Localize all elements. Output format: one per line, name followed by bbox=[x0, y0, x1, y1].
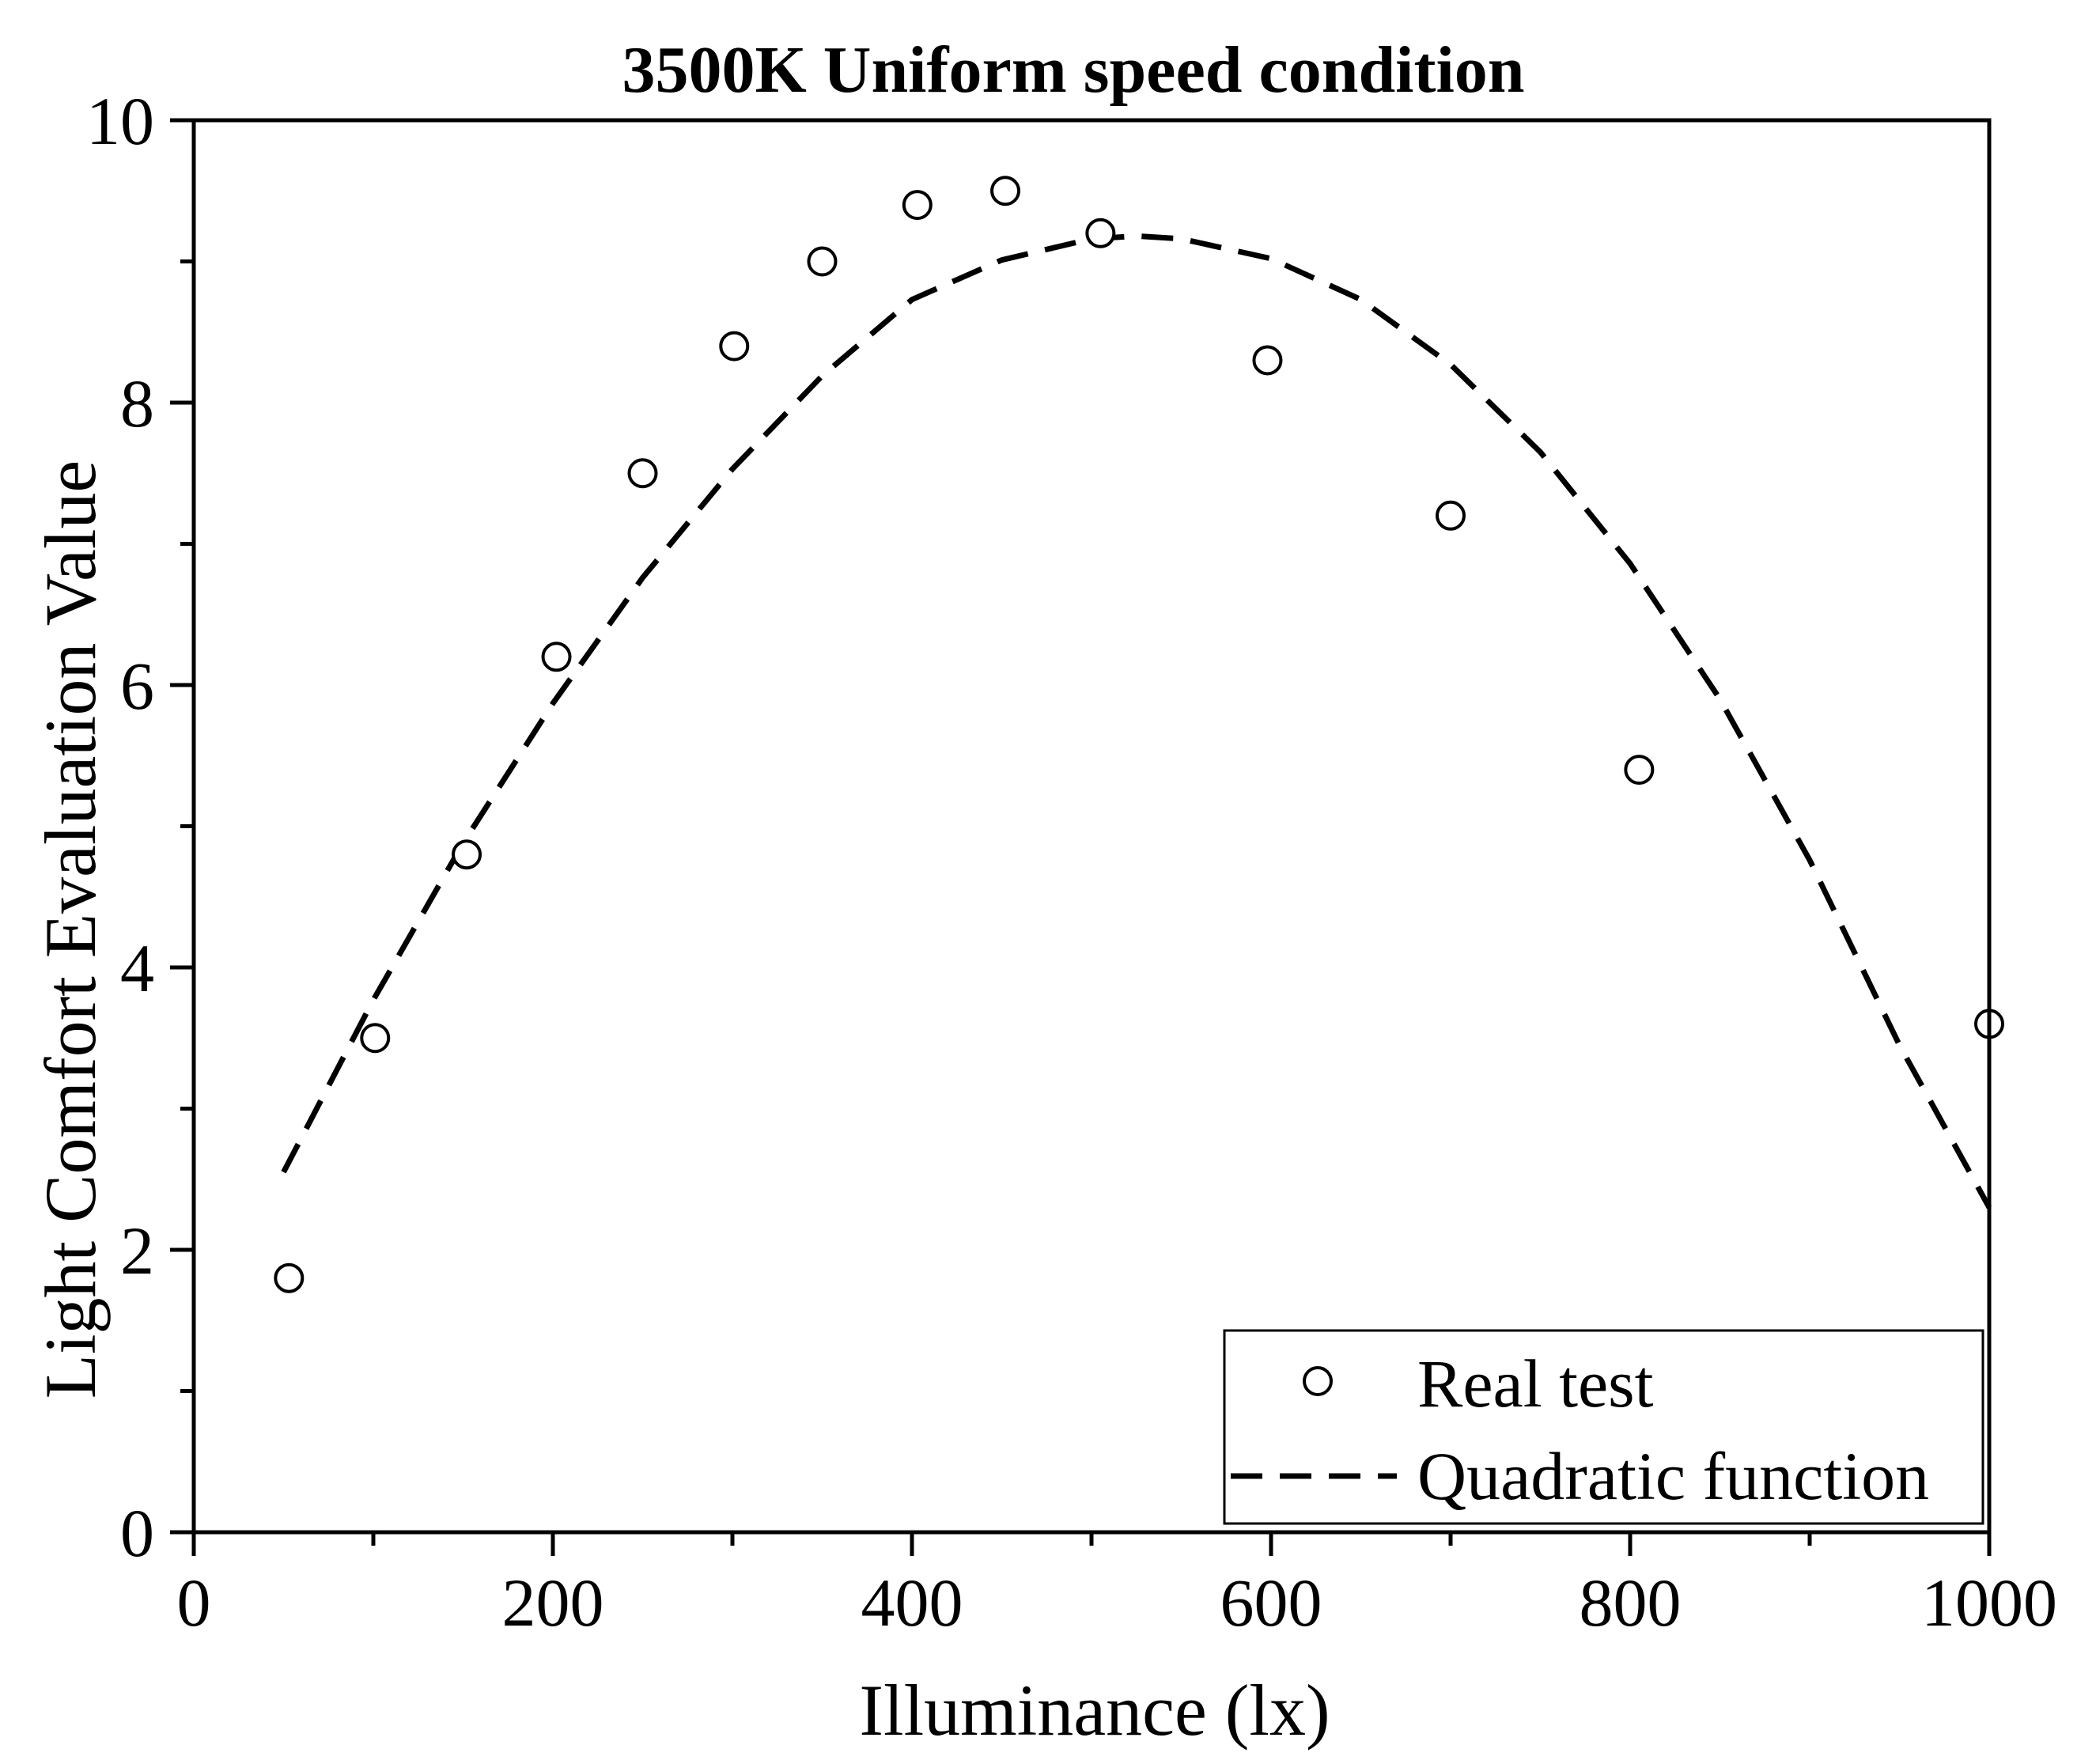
data-point-real-test bbox=[1085, 218, 1116, 248]
y-tick-label: 10 bbox=[86, 83, 154, 159]
data-point-real-test bbox=[1624, 755, 1655, 785]
x-tick-label: 1000 bbox=[1921, 1565, 2057, 1641]
legend-frame bbox=[1223, 1329, 1984, 1525]
legend-label-quadratic: Quadratic function bbox=[1417, 1438, 1929, 1514]
data-point-real-test bbox=[1252, 345, 1283, 376]
legend: Real test Quadratic function bbox=[1223, 1329, 1984, 1525]
data-point-real-test bbox=[452, 839, 482, 870]
x-tick-label: 400 bbox=[861, 1565, 963, 1641]
data-point-real-test bbox=[807, 246, 838, 277]
x-axis-label: Illuminance (lx) bbox=[859, 1670, 1330, 1751]
y-tick-label: 4 bbox=[120, 930, 154, 1006]
plot-axes: 0 200 400 600 800 1000 0 2 4 6 8 10 bbox=[86, 83, 2057, 1641]
data-point-real-test bbox=[360, 1023, 391, 1054]
legend-marker-real-test bbox=[1303, 1366, 1333, 1396]
x-tick-label: 200 bbox=[502, 1565, 604, 1641]
plot-frame bbox=[191, 118, 1992, 1535]
y-tick-label: 6 bbox=[120, 648, 154, 724]
chart-title: 3500K Uniform speed condition bbox=[622, 33, 1524, 107]
fit-line-quadratic bbox=[281, 233, 1992, 1209]
y-tick-label: 0 bbox=[120, 1495, 154, 1571]
data-point-real-test bbox=[627, 458, 658, 489]
x-tick-label: 800 bbox=[1580, 1565, 1682, 1641]
data-point-real-test bbox=[902, 190, 933, 221]
data-point-real-test bbox=[541, 642, 572, 672]
y-axis-label: Light Comfort Evaluation Value bbox=[30, 460, 111, 1399]
y-tick-label: 8 bbox=[120, 365, 154, 441]
data-point-real-test bbox=[990, 176, 1021, 206]
data-point-real-test bbox=[274, 1262, 305, 1293]
legend-label-real-test: Real test bbox=[1417, 1346, 1654, 1421]
data-point-real-test bbox=[719, 331, 750, 362]
x-tick-label: 600 bbox=[1220, 1565, 1322, 1641]
x-tick-label: 0 bbox=[177, 1565, 211, 1641]
data-point-real-test bbox=[1436, 500, 1466, 531]
plot-marks bbox=[274, 176, 2004, 1293]
y-tick-label: 2 bbox=[120, 1213, 154, 1289]
